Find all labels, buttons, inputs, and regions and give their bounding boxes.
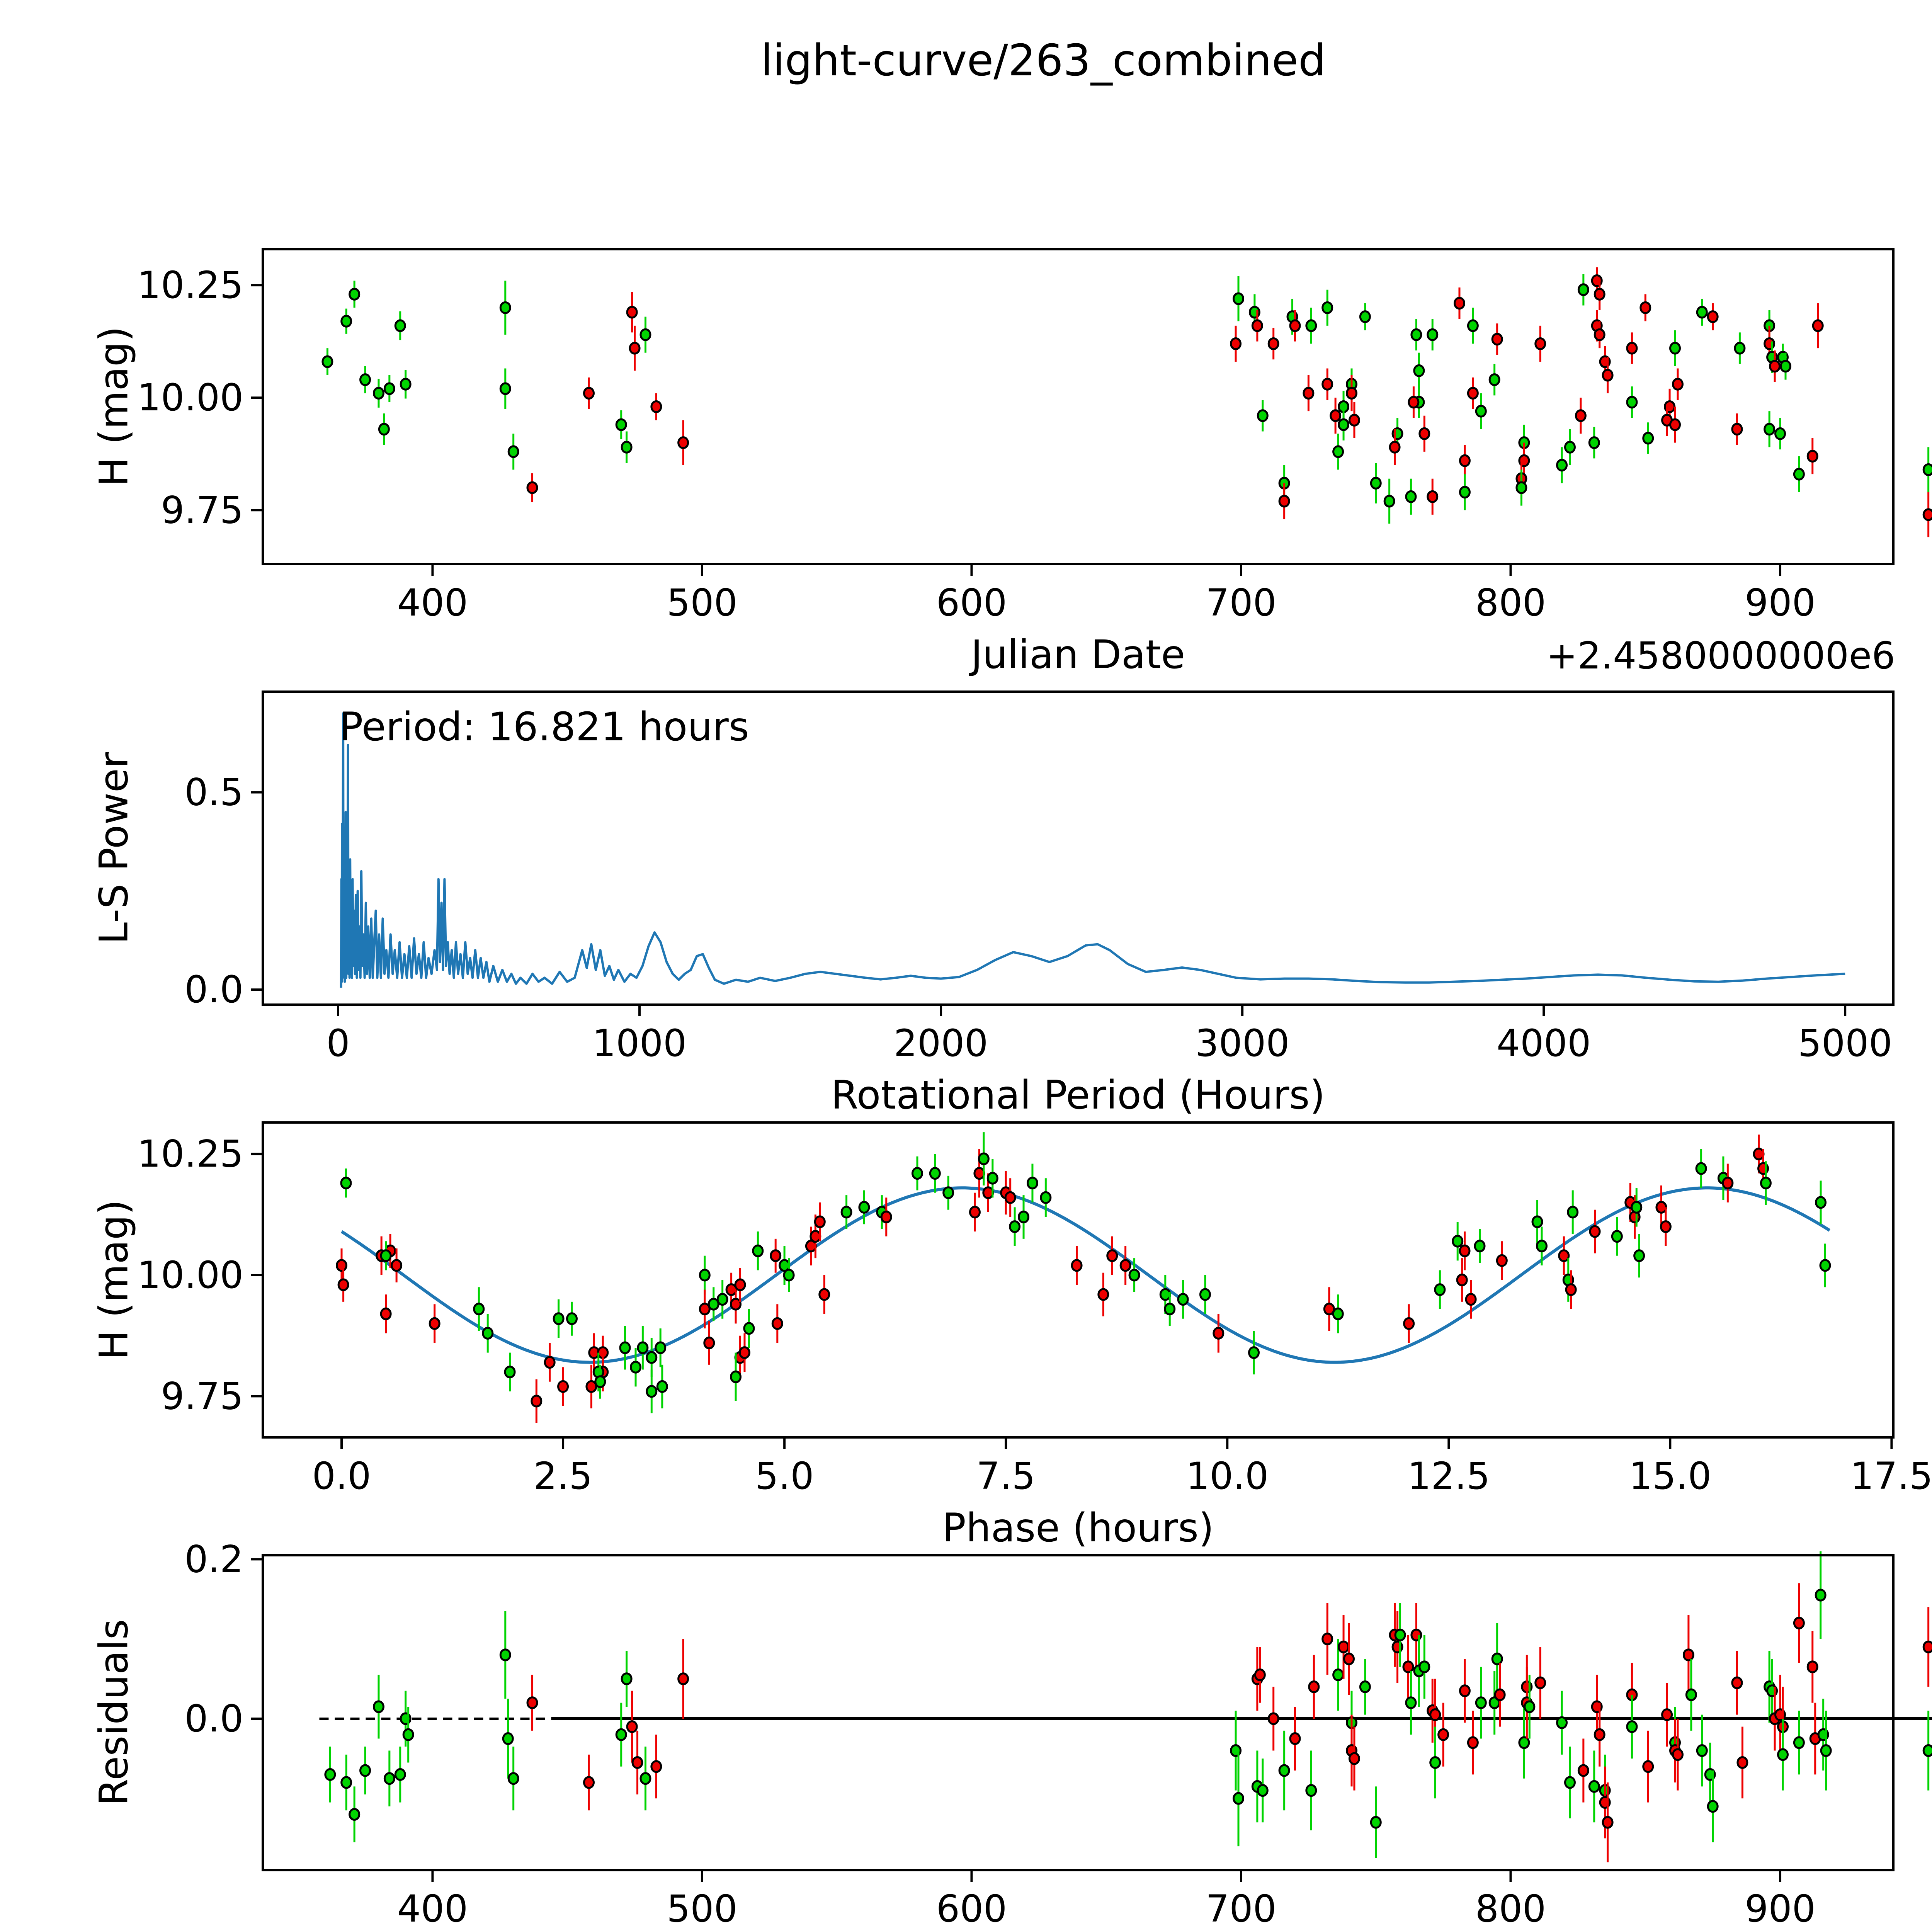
svg-text:400: 400 [397, 581, 468, 624]
svg-text:900: 900 [1745, 1887, 1815, 1930]
svg-text:400: 400 [397, 1887, 468, 1930]
svg-text:3000: 3000 [1195, 1022, 1289, 1065]
svg-text:10.25: 10.25 [137, 264, 243, 307]
svg-text:10.25: 10.25 [137, 1133, 243, 1176]
svg-text:0: 0 [326, 1022, 350, 1065]
svg-text:0.0: 0.0 [184, 968, 243, 1011]
figure-title: light-curve/263_combined [760, 36, 1326, 86]
xlabel-julian-date-top: Julian Date [971, 632, 1185, 678]
svg-text:800: 800 [1475, 581, 1546, 624]
xlabel-rotational-period: Rotational Period (Hours) [831, 1072, 1325, 1118]
svg-text:700: 700 [1206, 1887, 1276, 1930]
ylabel-h-mag-phase: H (mag) [91, 1199, 137, 1360]
svg-text:500: 500 [667, 1887, 737, 1930]
svg-text:800: 800 [1475, 1887, 1546, 1930]
ylabel-h-mag-top: H (mag) [91, 326, 137, 487]
svg-text:0.2: 0.2 [184, 1537, 243, 1581]
svg-text:1000: 1000 [592, 1022, 687, 1065]
svg-text:10.0: 10.0 [1186, 1454, 1269, 1498]
axis-offset-top: +2.4580000000e6 [1546, 634, 1895, 677]
svg-text:15.0: 15.0 [1629, 1454, 1711, 1498]
svg-text:9.75: 9.75 [161, 488, 243, 532]
svg-text:2.5: 2.5 [534, 1454, 593, 1498]
svg-text:0.0: 0.0 [184, 1697, 243, 1740]
svg-text:17.5: 17.5 [1850, 1454, 1932, 1498]
svg-text:12.5: 12.5 [1407, 1454, 1490, 1498]
period-annotation: Period: 16.821 hours [339, 704, 749, 750]
svg-text:5.0: 5.0 [755, 1454, 814, 1498]
svg-text:900: 900 [1745, 581, 1815, 624]
svg-text:2000: 2000 [894, 1022, 988, 1065]
svg-text:7.5: 7.5 [976, 1454, 1036, 1498]
svg-text:600: 600 [936, 581, 1007, 624]
svg-text:10.00: 10.00 [137, 1253, 243, 1297]
panel-residuals: 400 500 600 700 800 900 0.0 0.2 [184, 1537, 1932, 1930]
svg-text:5000: 5000 [1798, 1022, 1892, 1065]
svg-text:0.5: 0.5 [184, 770, 243, 814]
panel-phase-folded: 0.0 2.5 5.0 7.5 10.0 12.5 15.0 17.5 9.75 10.00 10.… [137, 1121, 1932, 1498]
panel-lightcurve-jd: 400 500 600 700 800 900 9.75 10.00 10.25 [137, 248, 1932, 624]
svg-text:700: 700 [1206, 581, 1276, 624]
svg-text:600: 600 [936, 1887, 1007, 1930]
svg-text:9.75: 9.75 [161, 1374, 243, 1418]
svg-text:500: 500 [667, 581, 737, 624]
ylabel-residuals: Residuals [91, 1619, 137, 1806]
svg-text:4000: 4000 [1497, 1022, 1591, 1065]
ylabel-ls-power: L-S Power [91, 752, 137, 944]
panel-periodogram: 0 1000 2000 3000 4000 5000 0.0 0.5 [184, 690, 1895, 1065]
svg-text:0.0: 0.0 [312, 1454, 371, 1498]
svg-text:10.00: 10.00 [137, 376, 243, 419]
xlabel-phase: Phase (hours) [942, 1505, 1214, 1551]
